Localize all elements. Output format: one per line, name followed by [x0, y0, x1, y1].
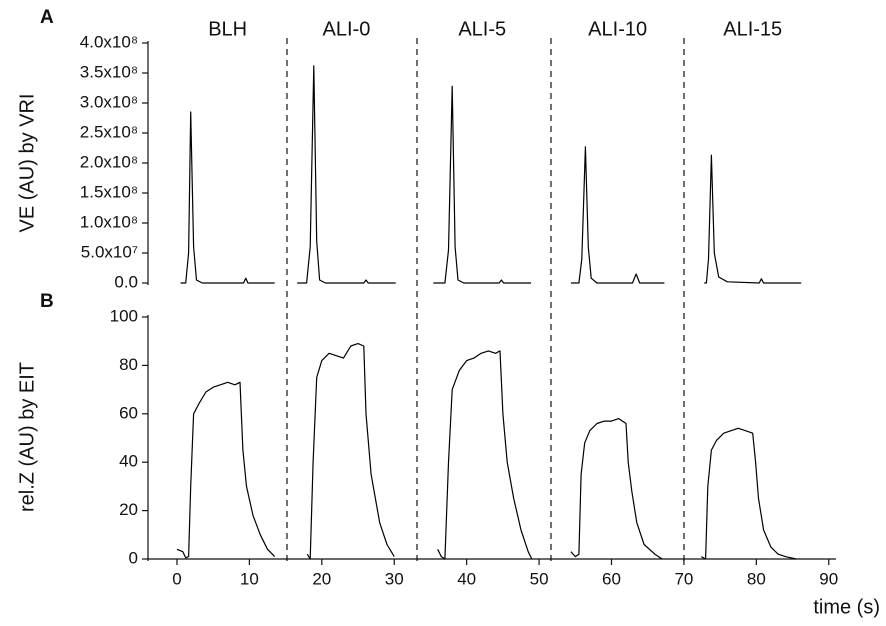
data-line — [297, 65, 396, 284]
x-tick-label: 60 — [602, 569, 621, 588]
panel-label: B — [40, 291, 54, 312]
y-tick-label: 2.5x10⁸ — [80, 122, 138, 141]
x-tick-label: 0 — [172, 569, 181, 588]
y-tick-label: 3.0x10⁸ — [80, 92, 138, 111]
y-tick-label: 1.5x10⁸ — [80, 182, 138, 201]
data-line — [180, 111, 275, 284]
segment-title: ALI-5 — [458, 18, 506, 40]
x-axis-label: time (s) — [813, 596, 880, 618]
y-tick-label: 60 — [119, 403, 138, 422]
segment-title: ALI-10 — [588, 18, 647, 40]
x-tick-label: 20 — [312, 569, 331, 588]
data-line — [570, 146, 665, 284]
data-line — [306, 343, 395, 560]
x-tick-label: 50 — [530, 569, 549, 588]
y-axis-label: rel.Z (AU) by EIT — [16, 362, 38, 512]
y-tick-label: 2.0x10⁸ — [80, 152, 138, 171]
panel-label: A — [40, 7, 54, 28]
y-tick-label: 0 — [129, 548, 138, 567]
y-axis-label: VE (AU) by VRI — [16, 94, 38, 233]
data-line — [570, 418, 663, 560]
y-tick-label: 40 — [119, 452, 138, 471]
x-tick-label: 40 — [457, 569, 476, 588]
y-tick-label: 20 — [119, 500, 138, 519]
x-tick-label: 70 — [674, 569, 693, 588]
x-tick-label: 30 — [385, 569, 404, 588]
x-tick-label: 80 — [747, 569, 766, 588]
y-tick-label: 5.0x10⁷ — [81, 242, 138, 261]
y-tick-label: 4.0x10⁸ — [80, 32, 138, 51]
y-tick-label: 80 — [119, 355, 138, 374]
x-tick-label: 90 — [819, 569, 838, 588]
segment-title: BLH — [208, 18, 247, 40]
data-line — [433, 85, 532, 284]
y-tick-label: 1.0x10⁸ — [80, 212, 138, 231]
y-tick-label: 0.0 — [114, 272, 138, 291]
segment-title: ALI-15 — [723, 18, 782, 40]
data-line — [704, 154, 802, 284]
segment-title: ALI-0 — [323, 18, 371, 40]
data-line — [701, 427, 797, 560]
y-tick-label: 3.5x10⁸ — [80, 62, 138, 81]
data-line — [176, 381, 276, 559]
y-tick-label: 100 — [110, 306, 138, 325]
data-line — [437, 350, 533, 560]
x-tick-label: 10 — [240, 569, 259, 588]
